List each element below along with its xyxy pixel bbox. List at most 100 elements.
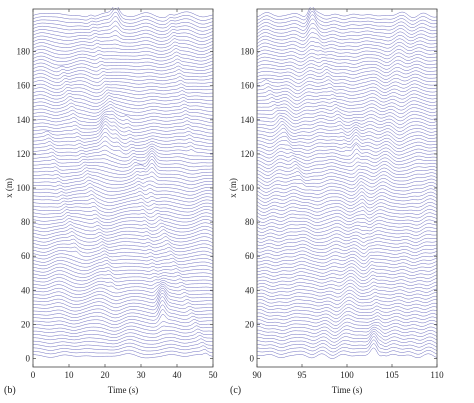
panel-c-trace <box>257 314 437 323</box>
panel-c-trace <box>257 219 437 227</box>
panel-c-y-tick-label: 0 <box>250 353 255 363</box>
panel-c-trace <box>257 178 437 186</box>
panel-b-ylabel: x (m) <box>4 178 14 198</box>
panel-c-trace <box>257 276 437 285</box>
panel-c-trace <box>257 96 437 105</box>
panel-b-trace <box>33 309 213 322</box>
panel-b-trace <box>33 148 213 158</box>
panel-b-trace <box>33 79 213 87</box>
panel-b-trace <box>33 124 213 137</box>
panel-c-trace <box>257 66 437 73</box>
panel-c-trace <box>257 243 437 251</box>
panel-b-x-tick-label: 40 <box>173 370 183 380</box>
panel-b-trace <box>33 20 213 32</box>
panel-b-trace <box>33 345 213 352</box>
panel-c-trace <box>257 343 437 356</box>
panel-c-y-tick-label: 180 <box>241 47 255 57</box>
panel-c-trace <box>257 181 437 190</box>
panel-b-trace <box>33 51 213 59</box>
panel-b-trace <box>33 246 213 254</box>
panel-b-trace <box>33 277 213 285</box>
panel-b-trace <box>33 76 213 83</box>
panel-b-trace <box>33 107 213 117</box>
panel-c-trace <box>257 328 437 340</box>
panel-c-trace <box>257 339 437 353</box>
panel-b-trace <box>33 186 213 196</box>
panel-c-trace <box>257 321 437 330</box>
panel-b-trace <box>33 30 213 39</box>
panel-c-trace <box>257 41 437 49</box>
panel-b-trace <box>33 62 213 69</box>
panel-b-trace <box>33 205 213 213</box>
panel-b-trace <box>33 325 213 332</box>
panel-c-trace <box>257 273 437 281</box>
panel-c-trace <box>257 250 437 258</box>
panel-c-trace <box>257 23 437 35</box>
panel-b-x-tick-label: 10 <box>65 370 75 380</box>
panel-b-trace <box>33 121 213 134</box>
panel-b-y-tick-label: 0 <box>26 353 31 363</box>
panel-b-trace <box>33 209 213 217</box>
panel-c-trace <box>257 100 437 108</box>
panel-c-trace <box>257 326 437 336</box>
panel-c-trace <box>257 160 437 169</box>
panel-b-trace <box>33 150 213 162</box>
panel-c-trace <box>257 324 437 333</box>
panel-c-trace <box>257 75 437 84</box>
panel-c-trace <box>257 286 437 294</box>
panel-c-trace <box>257 184 437 193</box>
panel-c-x-tick-label: 105 <box>385 370 399 380</box>
panel-c-trace <box>257 124 437 136</box>
panel-b-trace <box>33 304 213 319</box>
panel-b-y-tick-label: 80 <box>21 217 31 227</box>
panel-b-trace <box>33 314 213 325</box>
panel-c-trace <box>257 333 437 346</box>
panel-b-trace <box>33 224 213 233</box>
panel-b-trace <box>33 352 213 359</box>
panel-b-tag: (b) <box>4 385 16 396</box>
panel-b-trace <box>33 86 213 94</box>
panel-c-x-ticks: 90 95 100 105 110 <box>253 9 444 380</box>
panel-c-trace <box>257 237 437 243</box>
panel-b-trace <box>33 145 213 155</box>
panel-b-trace <box>33 341 213 348</box>
panel-c-y-tick-label: 140 <box>241 115 255 125</box>
panel-b-trace <box>33 328 213 335</box>
panel-c-trace <box>257 296 437 305</box>
panel-b-trace <box>33 266 213 275</box>
panel-b-trace <box>33 201 213 210</box>
panel-c-trace <box>257 226 437 233</box>
panel-c-trace <box>257 52 437 60</box>
panel-b-trace <box>33 227 213 236</box>
panel-c-y-tick-label: 40 <box>245 285 255 295</box>
panel-c-trace <box>257 212 437 220</box>
panel-c-x-tick-label: 90 <box>253 370 263 380</box>
panel-b-x-tick-label: 0 <box>31 370 36 380</box>
panel-b-trace <box>33 273 213 282</box>
panel-b-trace <box>33 253 213 261</box>
panel-c-y-tick-label: 80 <box>245 217 255 227</box>
panel-c-trace <box>257 127 437 139</box>
panel-b-x-tick-label: 30 <box>137 370 147 380</box>
panel-b-trace <box>33 256 213 264</box>
panel-b-trace <box>33 238 213 247</box>
panel-b-trace <box>33 179 213 189</box>
panel-b-trace <box>33 331 213 338</box>
panel-c-y-tick-label: 60 <box>245 251 255 261</box>
panel-c-trace <box>257 27 437 38</box>
panel-c-trace <box>257 300 437 309</box>
panel-b-traces <box>33 7 213 359</box>
panel-b-trace <box>33 183 213 192</box>
panel-c-trace <box>257 167 437 176</box>
panel-b-trace <box>33 231 213 239</box>
panel-b-trace <box>33 118 213 130</box>
panel-b-trace <box>33 321 213 329</box>
panel-b-trace <box>33 260 213 268</box>
panel-b-trace <box>33 176 213 186</box>
panel-c-trace <box>257 118 437 129</box>
panel-c-trace <box>257 279 437 288</box>
panel-c-trace <box>257 121 437 132</box>
panel-b-trace <box>33 113 213 123</box>
panel-c-trace <box>257 138 437 149</box>
panel-c-xlabel: Time (s) <box>332 385 362 395</box>
